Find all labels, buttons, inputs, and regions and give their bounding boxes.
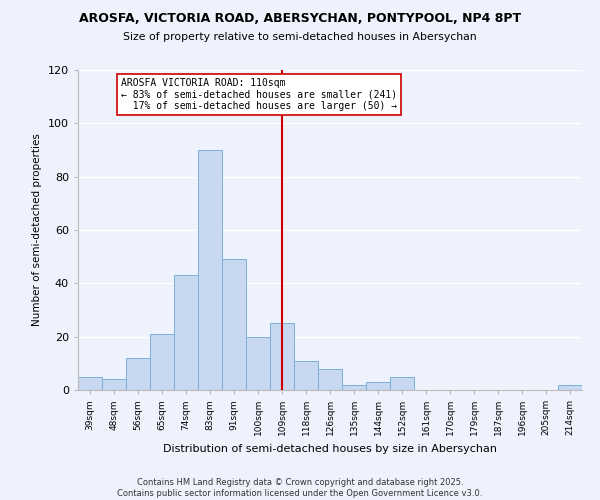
Bar — [78, 376, 102, 390]
Bar — [246, 336, 270, 390]
Bar — [294, 360, 318, 390]
Bar — [222, 260, 246, 390]
Bar — [270, 324, 294, 390]
Text: AROSFA VICTORIA ROAD: 110sqm
← 83% of semi-detached houses are smaller (241)
  1: AROSFA VICTORIA ROAD: 110sqm ← 83% of se… — [121, 78, 397, 111]
Bar — [318, 368, 342, 390]
Bar — [342, 384, 366, 390]
Bar — [174, 276, 198, 390]
Bar — [102, 380, 126, 390]
X-axis label: Distribution of semi-detached houses by size in Abersychan: Distribution of semi-detached houses by … — [163, 444, 497, 454]
Bar — [366, 382, 390, 390]
Bar — [390, 376, 414, 390]
Text: Size of property relative to semi-detached houses in Abersychan: Size of property relative to semi-detach… — [123, 32, 477, 42]
Text: AROSFA, VICTORIA ROAD, ABERSYCHAN, PONTYPOOL, NP4 8PT: AROSFA, VICTORIA ROAD, ABERSYCHAN, PONTY… — [79, 12, 521, 26]
Bar — [150, 334, 174, 390]
Bar — [126, 358, 150, 390]
Bar — [198, 150, 222, 390]
Bar — [558, 384, 582, 390]
Text: Contains HM Land Registry data © Crown copyright and database right 2025.
Contai: Contains HM Land Registry data © Crown c… — [118, 478, 482, 498]
Y-axis label: Number of semi-detached properties: Number of semi-detached properties — [32, 134, 42, 326]
